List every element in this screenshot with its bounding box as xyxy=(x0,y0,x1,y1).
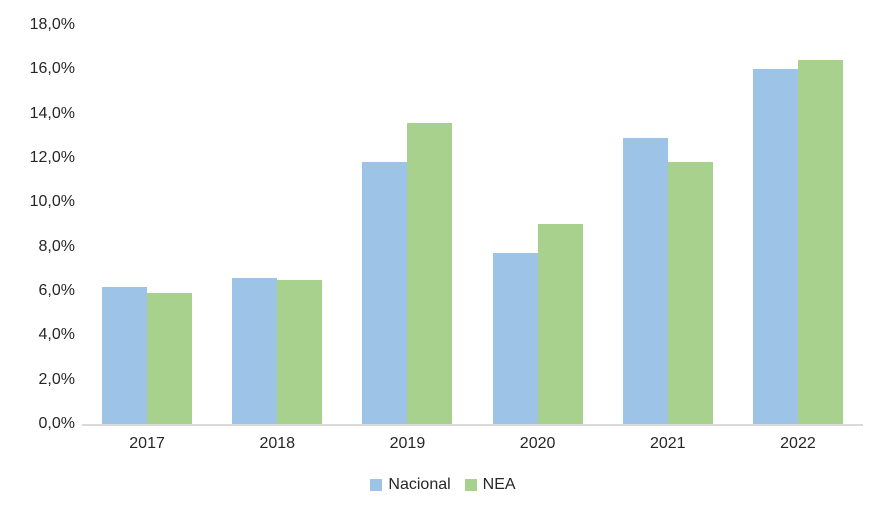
bar-nacional-2020 xyxy=(492,253,538,424)
legend: Nacional NEA xyxy=(0,476,886,494)
legend-label: NEA xyxy=(482,476,516,493)
bar-nacional-2021 xyxy=(622,138,668,424)
y-axis: 0,0% 2,0% 4,0% 6,0% 8,0% 10,0% 12,0% 14,0% 16,0%… xyxy=(0,0,75,440)
legend-swatch-icon xyxy=(370,479,383,491)
bar-group-2018 xyxy=(212,25,342,424)
y-tick-label: 18,0% xyxy=(29,16,75,33)
plot-area xyxy=(82,25,863,426)
bar-nea-2019 xyxy=(407,123,453,424)
y-tick-label: 14,0% xyxy=(29,104,75,122)
bar-nea-2021 xyxy=(667,162,713,424)
x-tick-label-2017: 2017 xyxy=(129,435,165,452)
x-tick-label-2020: 2020 xyxy=(519,435,556,452)
bar-nacional-2019 xyxy=(362,162,408,424)
legend-label: Nacional xyxy=(388,476,451,493)
bar-group-2022 xyxy=(733,25,863,424)
legend-item-nea: NEA xyxy=(464,476,516,494)
bar-group-2017 xyxy=(82,25,212,424)
x-tick-label-2018: 2018 xyxy=(259,435,296,452)
legend-item-nacional: Nacional xyxy=(370,476,451,494)
bar-nea-2018 xyxy=(277,280,323,424)
bar-nea-2020 xyxy=(537,224,583,424)
bar-group-2021 xyxy=(603,25,733,424)
bar-group-2019 xyxy=(342,25,472,424)
bar-nea-2022 xyxy=(797,60,843,424)
x-axis: 2017 2018 2019 2020 2021 2022 xyxy=(82,434,863,454)
x-tick-label-2022: 2022 xyxy=(780,435,816,452)
y-tick-label: 10,0% xyxy=(29,193,75,211)
y-tick-label: 4,0% xyxy=(38,326,75,344)
y-tick-label: 12,0% xyxy=(29,149,75,166)
bar-nacional-2022 xyxy=(752,69,798,424)
bar-nea-2017 xyxy=(147,293,193,424)
y-tick-label: 0,0% xyxy=(38,415,75,432)
x-tick-label-2019: 2019 xyxy=(389,435,426,452)
x-tick-label-2021: 2021 xyxy=(649,435,686,452)
y-tick-label: 2,0% xyxy=(38,370,75,388)
bar-group-2020 xyxy=(473,25,603,424)
y-tick-label: 6,0% xyxy=(38,282,75,299)
y-tick-label: 8,0% xyxy=(38,237,75,255)
y-tick-label: 16,0% xyxy=(29,60,75,78)
bar-nacional-2017 xyxy=(102,287,148,424)
bar-nacional-2018 xyxy=(232,278,278,424)
legend-swatch-icon xyxy=(464,479,477,491)
